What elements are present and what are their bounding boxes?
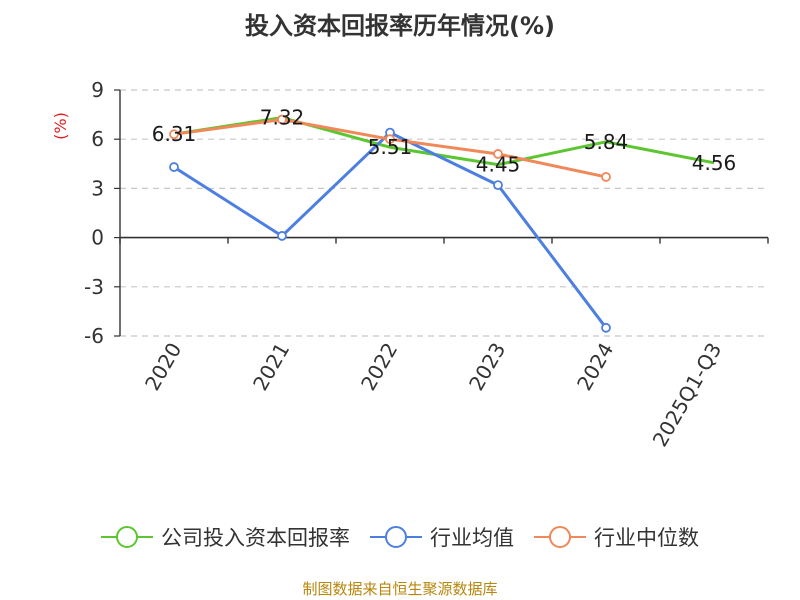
data-labels: 6.31 7.32 5.51 4.45 5.84 4.56 (152, 106, 737, 177)
y-tick-label: 9 (91, 78, 104, 102)
x-tick-label: 2023 (464, 339, 510, 395)
data-point (601, 172, 611, 182)
data-point (169, 162, 179, 172)
y-tick-label: -6 (84, 324, 104, 348)
data-label: 5.51 (368, 135, 413, 159)
data-point (277, 114, 287, 125)
legend-item: 公司投入资本回报率 (101, 522, 350, 552)
data-point (493, 149, 503, 159)
chart-title: 投入资本回报率历年情况(%) (245, 12, 555, 40)
legend-item: 行业中位数 (534, 522, 699, 552)
data-label: 4.56 (692, 151, 737, 175)
y-tick-label: -3 (84, 275, 104, 299)
y-tick-label: 0 (91, 226, 104, 250)
legend-marker-icon (534, 526, 586, 548)
x-tick-label: 2025Q1-Q3 (648, 339, 727, 451)
x-tick-label: 2024 (572, 339, 618, 395)
legend-marker-icon (370, 526, 422, 548)
series-line (173, 116, 715, 167)
data-label: 5.84 (584, 130, 629, 154)
grid-lines (120, 89, 768, 337)
data-label: 4.45 (476, 153, 521, 177)
legend-label: 公司投入资本回报率 (161, 526, 350, 550)
data-point (601, 322, 611, 333)
source-note: 制图数据来自恒生聚源数据库 (302, 580, 498, 598)
data-point (277, 231, 287, 241)
x-tick-label: 2020 (140, 339, 186, 395)
data-point (169, 129, 179, 140)
data-label: 7.32 (260, 106, 305, 130)
y-axis-unit-label: (%) (51, 112, 70, 140)
legend-label: 行业均值 (430, 526, 514, 550)
y-tick-label: 3 (91, 176, 104, 200)
y-tick-label: 6 (91, 127, 104, 151)
x-tick-label: 2022 (356, 339, 402, 395)
data-point (493, 180, 503, 191)
series-lines (169, 114, 715, 333)
legend-label: 行业中位数 (594, 526, 699, 550)
line-chart: 9 6 3 0 -3 -6 2020 2021 2022 2023 2024 2025Q1-Q3 6.… (51, 78, 769, 451)
data-label: 6.31 (152, 122, 197, 146)
legend: 公司投入资本回报率 行业均值 行业中位数 (0, 520, 800, 554)
legend-marker-icon (101, 526, 153, 548)
data-point (385, 134, 395, 145)
legend-item: 行业均值 (370, 522, 514, 552)
x-tick-label: 2021 (248, 339, 294, 395)
